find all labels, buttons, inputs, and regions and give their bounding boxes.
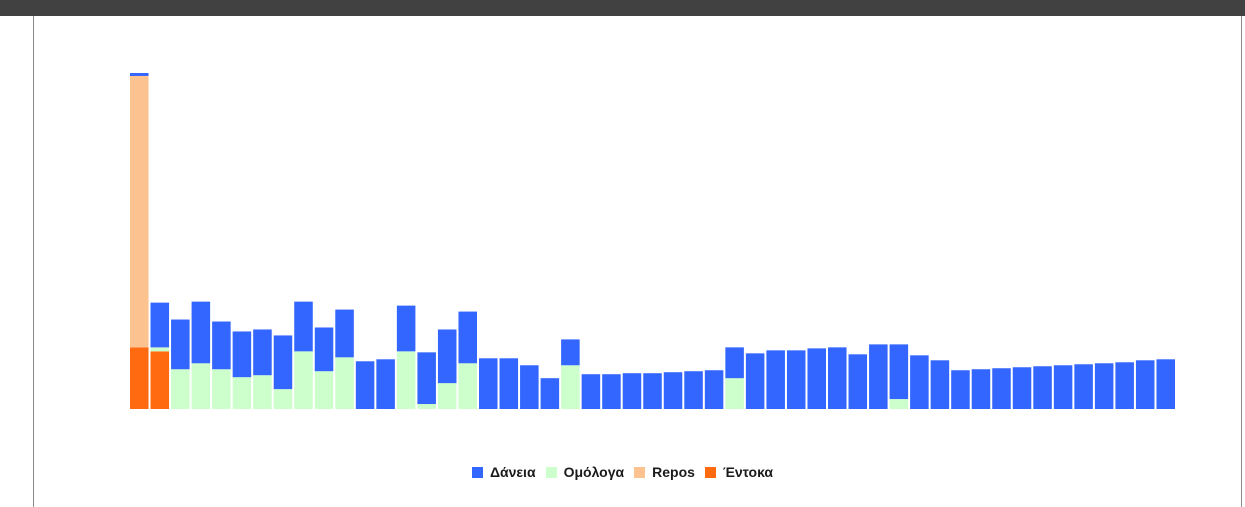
bar-segment-16-series-2 [437,383,457,409]
bar-segment-34-series-3 [807,348,826,409]
bar-segment-5-series-2 [212,369,231,409]
bar-segment-42-series-3 [971,369,991,409]
bar-segment-3-series-3 [171,319,190,370]
bar-segment-2-series-0 [150,351,170,409]
bar-segment-35-series-3 [828,347,847,409]
bar-segment-18-series-3 [479,358,498,409]
bar-segment-33-series-3 [786,350,806,409]
bar-segment-17-series-3 [458,311,477,364]
bar-segment-43-series-3 [992,368,1011,409]
bar-segment-10-series-3 [314,327,334,372]
bar-segment-14-series-3 [396,305,416,352]
bar-segment-39-series-3 [910,355,929,409]
bar-segment-3-series-2 [171,369,190,409]
bar-segment-17-series-2 [458,363,477,409]
bar-segment-11-series-2 [335,357,354,409]
bar-segment-4-series-3 [191,301,211,364]
legend-swatch-loans [471,466,483,478]
bar-segment-6-series-2 [232,377,252,409]
bar-segment-1-series-0 [130,347,149,409]
bar-segment-2-series-2 [150,347,170,352]
bar-segment-21-series-3 [540,378,560,409]
bar-segment-15-series-2 [417,404,436,409]
bar-segment-8-series-3 [273,335,293,390]
bar-segment-9-series-3 [294,301,313,352]
legend-item-bills: Έντοκα [704,464,774,480]
bar-segment-45-series-3 [1033,366,1052,409]
bar-segment-40-series-3 [930,360,950,409]
bar-segment-37-series-3 [869,344,888,409]
legend-swatch-bonds [545,466,557,478]
legend-swatch-repos [634,466,646,478]
bar-segment-31-series-3 [745,353,765,409]
bar-segment-10-series-2 [314,371,334,409]
bar-segment-38-series-3 [889,344,909,400]
bar-segment-22-series-2 [561,365,580,409]
top-bar [0,0,1245,16]
bar-segment-23-series-3 [581,374,601,409]
bar-segment-24-series-3 [602,374,621,409]
legend-label-loans: Δάνεια [489,464,536,480]
legend-label-repos: Repos [652,464,695,480]
bar-segment-7-series-2 [253,375,272,409]
bar-segment-19-series-3 [499,358,519,409]
bar-segment-26-series-3 [643,373,662,409]
bar-segment-14-series-2 [396,351,416,409]
bar-segment-15-series-3 [417,352,436,405]
bar-segment-22-series-3 [561,339,580,366]
bar-segment-30-series-3 [725,347,744,379]
bar-segment-51-series-3 [1156,359,1175,409]
bar-segment-8-series-2 [273,389,293,409]
bar-segment-38-series-2 [889,399,909,409]
bar-segment-2-series-3 [150,302,170,348]
bar-segment-44-series-3 [1012,367,1032,409]
legend-item-loans: Δάνεια [471,464,536,480]
bar-segment-49-series-3 [1115,362,1134,409]
bar-segment-29-series-3 [704,370,724,409]
bar-segment-36-series-3 [848,354,868,409]
bar-segment-1-series-1 [130,75,149,348]
legend-label-bonds: Ομόλογα [563,464,625,480]
legend-swatch-bills [704,466,716,478]
legend-item-repos: Repos [634,464,695,480]
bar-segment-16-series-3 [437,329,457,384]
bar-segment-9-series-2 [294,351,313,409]
bar-segment-48-series-3 [1094,363,1114,409]
bar-segment-20-series-3 [520,365,539,409]
bar-segment-6-series-3 [232,331,252,378]
bar-segment-4-series-2 [191,363,211,409]
bar-segment-41-series-3 [951,370,970,409]
bar-segment-13-series-3 [376,359,395,409]
chart-frame [33,16,1242,507]
bar-segment-30-series-2 [725,378,744,409]
bar-segment-1-series-3 [130,72,149,76]
bar-segment-50-series-3 [1135,360,1155,409]
bar-segment-5-series-3 [212,321,231,370]
bar-segment-46-series-3 [1053,365,1073,409]
bar-segment-25-series-3 [622,373,642,409]
bar-segment-11-series-3 [335,309,354,358]
bar-segment-32-series-3 [766,350,785,409]
legend-label-bills: Έντοκα [722,464,774,480]
chart-legend: Δάνεια Ομόλογα Repos Έντοκα [0,462,1245,482]
bar-segment-27-series-3 [663,372,683,409]
bar-segment-47-series-3 [1074,364,1093,409]
bar-segment-12-series-3 [355,361,375,409]
bar-segment-28-series-3 [684,371,703,409]
legend-item-bonds: Ομόλογα [545,464,625,480]
bar-segment-7-series-3 [253,329,272,376]
